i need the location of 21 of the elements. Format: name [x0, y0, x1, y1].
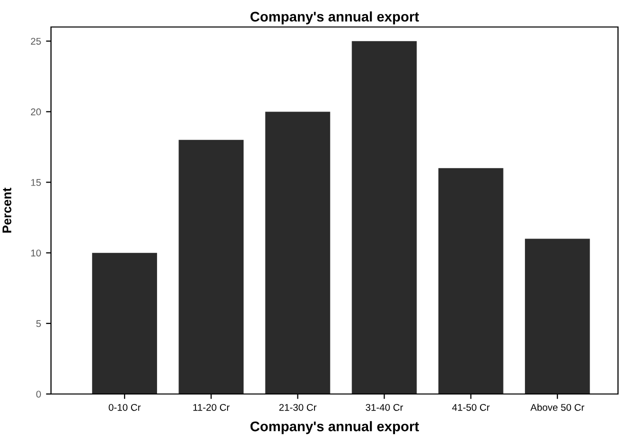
x-tick-label: 31-40 Cr: [366, 404, 404, 411]
y-tick-label: 5: [36, 320, 41, 328]
bar: [352, 41, 417, 394]
x-tick-label: 21-30 Cr: [279, 404, 316, 411]
chart-title: Company's annual export: [250, 11, 419, 24]
bar: [92, 252, 158, 394]
y-tick-label: 10: [31, 250, 41, 256]
x-tick-label: 0-10 Cr: [108, 404, 141, 411]
y-tick-label: 15: [31, 179, 41, 186]
y-tick-label: 0: [36, 390, 41, 398]
y-tick-label: 25: [30, 38, 41, 45]
x-tick-label: 41-50 Cr: [452, 404, 490, 411]
bar: [178, 140, 244, 394]
y-tick-label: 20: [30, 108, 41, 116]
y-axis-title: Percent: [2, 188, 12, 233]
bar: [265, 112, 330, 394]
x-tick-label: Above 50 Cr: [530, 404, 584, 411]
bar: [524, 238, 590, 394]
x-tick-label: 11-20 Cr: [193, 404, 230, 411]
x-axis-title: Company's annual export: [250, 421, 419, 434]
bar: [438, 168, 504, 394]
